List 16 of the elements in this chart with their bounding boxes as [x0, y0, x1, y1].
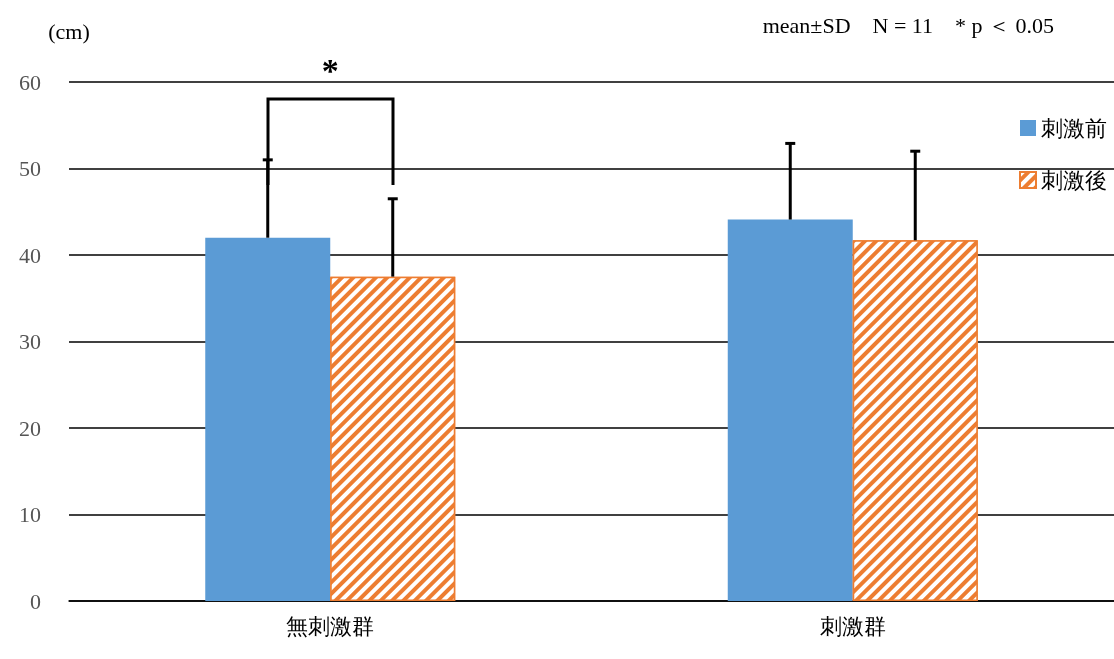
y-tick-label: 60	[19, 69, 41, 95]
y-axis-title: (cm)	[48, 18, 90, 44]
x-tick-label: 無刺激群	[286, 613, 375, 639]
y-tick-label: 0	[30, 588, 41, 614]
legend-label: 刺激前	[1041, 115, 1107, 141]
y-tick-label: 20	[19, 415, 41, 441]
y-tick-label: 30	[19, 329, 41, 354]
legend-label: 刺激後	[1041, 167, 1107, 193]
annotation: *	[320, 51, 340, 91]
bar	[205, 237, 331, 601]
bar	[727, 219, 853, 601]
x-tick-label: 刺激群	[819, 613, 886, 639]
y-tick-label: 50	[19, 156, 41, 181]
y-tick-label: 40	[19, 242, 41, 268]
text: mean±SD N = 11 * p ＜ 0.05	[762, 12, 1055, 38]
y-tick-label: 10	[19, 502, 41, 527]
